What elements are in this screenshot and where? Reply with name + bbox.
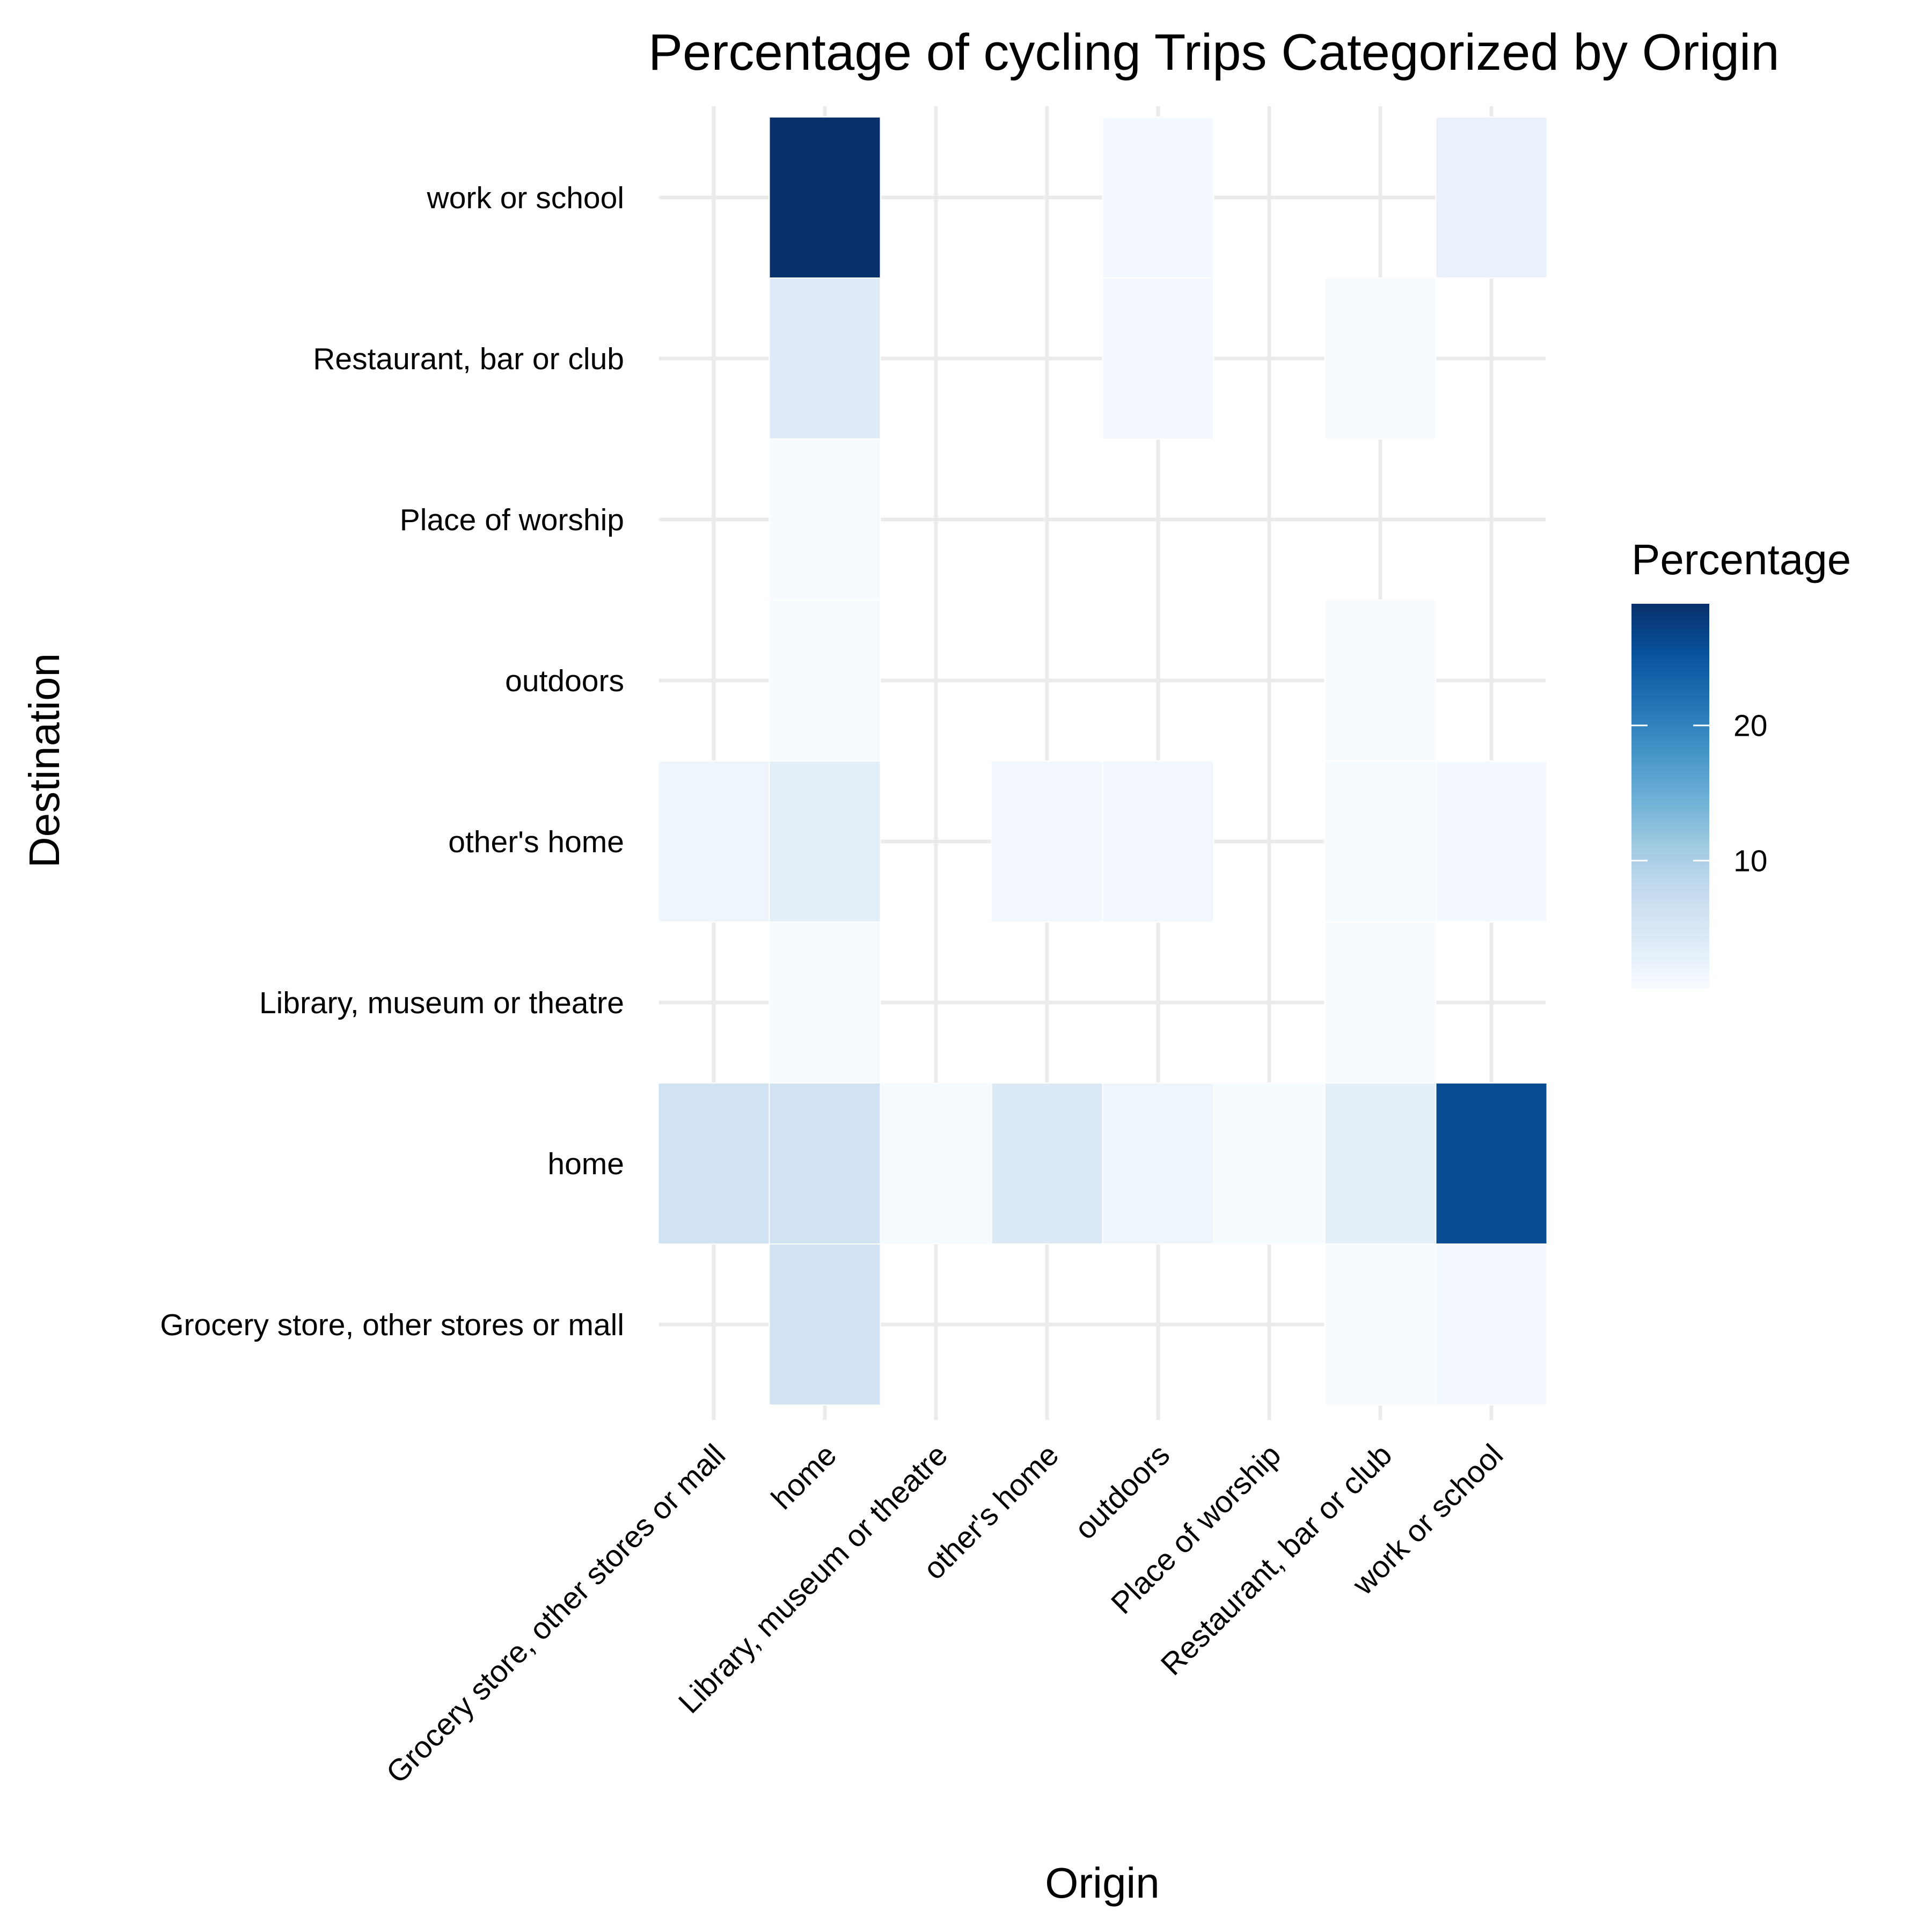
heatmap-cell [880, 1082, 992, 1245]
y-axis-title: Destination [20, 653, 68, 868]
chart-title: Percentage of cycling Trips Categorized … [648, 24, 1780, 81]
heatmap-cell [1213, 1082, 1326, 1245]
y-tick-label: Restaurant, bar or club [313, 342, 624, 376]
y-tick-label: Grocery store, other stores or mall [160, 1308, 624, 1342]
color-legend: Percentage 10 20 [1631, 536, 1851, 989]
heatmap-cell [769, 1243, 881, 1406]
heatmap-cell [769, 1082, 881, 1245]
y-tick-label: home [547, 1147, 624, 1181]
y-tick-label: Library, museum or theatre [259, 986, 624, 1020]
heatmap-cell [1324, 760, 1437, 923]
heatmap-cell [991, 760, 1103, 923]
heatmap-cell [1324, 921, 1437, 1084]
heatmap-cell [1324, 1082, 1437, 1245]
heatmap-cell [1435, 116, 1548, 279]
heatmap-cell [1102, 760, 1214, 923]
heatmap-cell [1102, 116, 1214, 279]
colorbar [1631, 604, 1709, 989]
heatmap-cell [657, 1082, 770, 1245]
heatmap-cell [769, 599, 881, 762]
y-tick-label: work or school [427, 181, 624, 215]
heatmap-cell [1435, 760, 1548, 923]
heatmap-cell [1324, 599, 1437, 762]
heatmap-cell [769, 760, 881, 923]
heatmap-cell [769, 438, 881, 601]
heatmap-cell [769, 116, 881, 279]
y-tick-label: Place of worship [400, 503, 624, 537]
legend-title: Percentage [1631, 536, 1851, 583]
heatmap-cell [769, 277, 881, 440]
y-tick-label: outdoors [505, 664, 624, 698]
y-axis-tick-labels: Grocery store, other stores or mall home L… [160, 181, 624, 1342]
y-tick-label: other's home [448, 825, 624, 859]
legend-tick-label: 20 [1733, 709, 1767, 743]
heatmap-cell [657, 760, 770, 923]
heatmap-cell [1324, 277, 1437, 440]
heatmap-cell [1102, 1082, 1214, 1245]
heatmap-cell [769, 921, 881, 1084]
heatmap-cell [1435, 1243, 1548, 1406]
x-axis-title: Origin [1045, 1859, 1159, 1907]
heatmap-cell [1435, 1082, 1548, 1245]
legend-ticks: 10 20 [1631, 709, 1767, 879]
heatmap-cell [1324, 1243, 1437, 1406]
heatmap-cell [991, 1082, 1103, 1245]
heatmap-cells [657, 116, 1548, 1406]
legend-tick-label: 10 [1733, 844, 1767, 879]
heatmap-cell [1102, 277, 1214, 440]
